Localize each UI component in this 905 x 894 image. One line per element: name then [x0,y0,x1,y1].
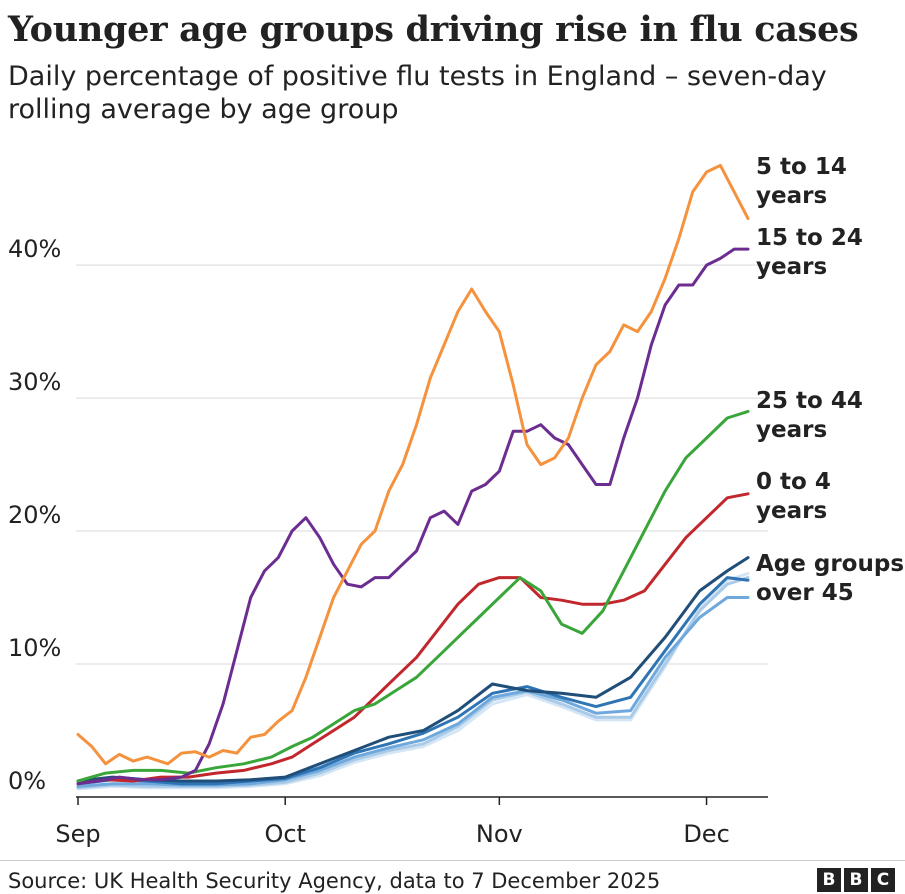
source-note: Source: UK Health Security Agency, data … [8,869,661,893]
y-tick-label: 30% [8,368,61,396]
series-label: 25 to 44 [756,388,863,414]
series-line [76,492,750,786]
chart-title: Younger age groups driving rise in flu c… [8,9,859,50]
x-tick-label: Dec [683,820,729,848]
y-tick-label: 10% [8,634,61,662]
y-tick-label: 20% [8,501,61,529]
series-line [76,576,750,786]
series-labels: 5 to 14 years 15 to 24 years 25 to 44 years 0 … [756,154,904,606]
series-lines [76,163,750,791]
series-label: years [756,183,827,209]
series-label: 0 to 4 [756,469,831,495]
y-tick-label: 40% [8,235,61,263]
footer-divider [0,860,905,861]
series-label: over 45 [756,580,854,606]
series-label: 15 to 24 [756,225,863,251]
x-tick-label: Nov [476,820,523,848]
y-tick-label: 0% [8,767,46,795]
logo-letter: C [871,868,895,892]
series-label: years [756,498,827,524]
logo-letter: B [817,868,841,892]
series-label: years [756,254,827,280]
x-tick-label: Sep [55,820,100,848]
logo-letter: B [844,868,868,892]
series-line [76,556,750,783]
x-tick-label: Oct [264,820,306,848]
bbc-logo: B B C [817,868,895,892]
series-line [76,163,750,766]
series-line [76,409,750,783]
series-label: 5 to 14 [756,154,847,180]
line-chart: 0% 10% 20% 30% 40% Sep Oct Nov Dec 5 to 14 years 1… [8,154,904,848]
series-label: years [756,417,827,443]
gridlines [76,264,768,665]
series-line [76,247,750,786]
chart-subtitle: Daily percentage of positive flu tests i… [8,61,827,125]
axes: 0% 10% 20% 30% 40% Sep Oct Nov Dec [8,235,768,848]
series-label: Age groups [756,551,904,577]
